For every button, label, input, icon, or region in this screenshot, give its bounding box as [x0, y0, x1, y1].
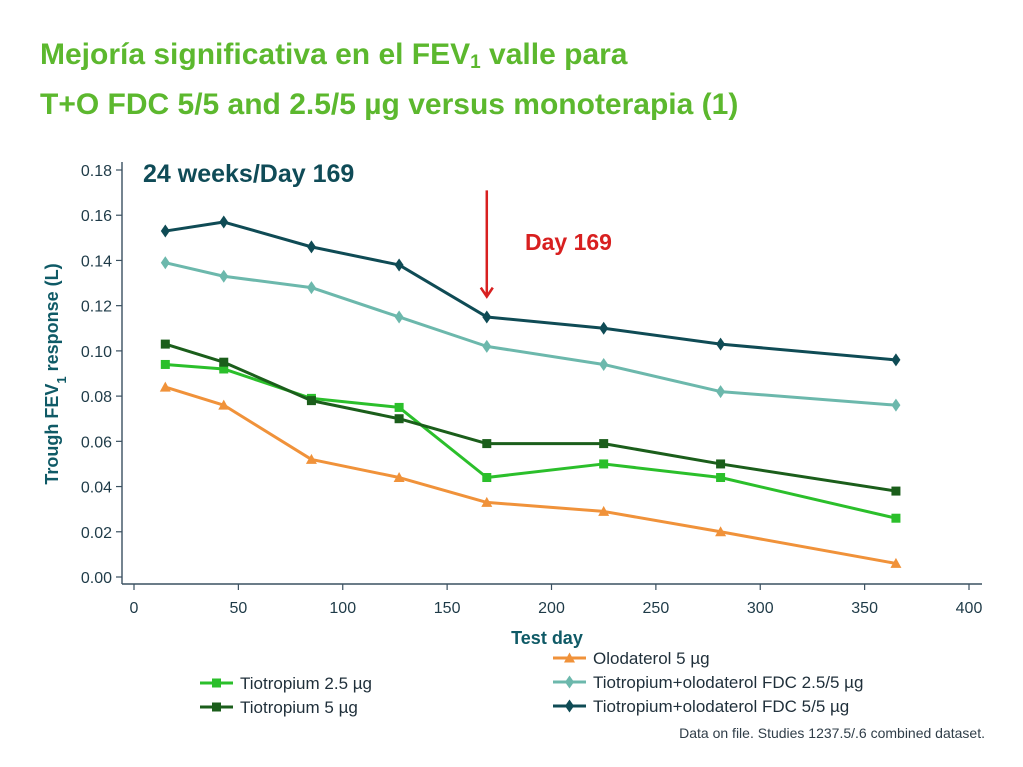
- x-tick-label: 350: [851, 600, 878, 617]
- y-axis-title: Trough FEV1 response (L): [42, 263, 69, 484]
- x-tick-label: 200: [538, 600, 565, 617]
- data-point: [160, 339, 170, 349]
- data-point: [598, 505, 610, 516]
- series-1: [160, 256, 901, 412]
- data-point: [394, 258, 404, 272]
- data-point: [482, 339, 492, 353]
- data-point: [599, 357, 609, 371]
- series-line: [165, 220, 897, 362]
- data-point: [482, 439, 492, 449]
- day-169-annotation: Day 169: [525, 229, 612, 255]
- data-point: [716, 459, 726, 469]
- legend-item: Tiotropium 5 µg: [200, 698, 358, 717]
- annotation-arrow: [479, 190, 494, 299]
- data-point: [306, 396, 316, 406]
- data-point: [306, 281, 316, 295]
- data-point: [306, 240, 316, 254]
- data-point: [219, 269, 229, 283]
- data-point: [160, 256, 170, 270]
- x-tick-label: 50: [229, 600, 247, 617]
- series-line: [165, 362, 897, 520]
- y-tick-label: 0.16: [81, 208, 112, 225]
- data-point: [890, 557, 902, 568]
- legend-marker: [212, 678, 221, 688]
- legend-item: Olodaterol 5 µg: [553, 649, 710, 668]
- data-point: [716, 385, 726, 399]
- y-tick-label: 0.18: [81, 163, 112, 180]
- y-tick-label: 0.10: [81, 344, 112, 361]
- x-tick-label: 0: [130, 600, 139, 617]
- x-tick-label: 250: [643, 600, 670, 617]
- chart-axes: 0.00 0.02 0.04 0.06 0.08 0.10 0.12 0.14 0.16 0.18…: [81, 162, 983, 617]
- data-point: [219, 215, 229, 229]
- legend-marker: [565, 675, 574, 689]
- footnote: Data on file. Studies 1237.5/.6 combined…: [679, 725, 985, 741]
- legend-label: Tiotropium+olodaterol FDC 5/5 µg: [593, 697, 849, 716]
- y-tick-label: 0.00: [81, 570, 112, 587]
- series-line: [164, 385, 897, 565]
- y-tick-label: 0.14: [81, 253, 112, 270]
- data-point: [394, 414, 404, 424]
- data-point: [219, 364, 229, 374]
- page-title: Mejoría significativa en el FEV1 valle p…: [40, 38, 739, 121]
- legend-marker: [212, 702, 221, 712]
- data-point: [219, 357, 229, 367]
- arrow-head: [479, 286, 494, 299]
- data-point: [891, 513, 901, 523]
- data-point: [599, 321, 609, 335]
- data-point: [599, 439, 609, 449]
- y-tick-label: 0.02: [81, 525, 112, 542]
- legend-label: Olodaterol 5 µg: [593, 649, 710, 668]
- data-point: [891, 353, 901, 367]
- y-tick-label: 0.06: [81, 434, 112, 451]
- data-point: [482, 473, 492, 483]
- y-tick-label: 0.12: [81, 299, 112, 316]
- legend-label: Tiotropium 5 µg: [240, 698, 358, 717]
- x-tick-label: 300: [747, 600, 774, 617]
- data-point: [394, 310, 404, 324]
- legend-marker: [564, 652, 575, 663]
- legend-marker: [565, 699, 574, 713]
- data-point: [159, 381, 171, 392]
- data-point: [305, 453, 317, 464]
- legend-label: Tiotropium 2.5 µg: [240, 674, 372, 693]
- legend-item: Tiotropium+olodaterol FDC 2.5/5 µg: [553, 673, 863, 692]
- series-2: [160, 215, 901, 367]
- series-line: [164, 261, 897, 407]
- legend-item: Tiotropium 2.5 µg: [200, 674, 372, 693]
- legend-label: Tiotropium+olodaterol FDC 2.5/5 µg: [593, 673, 863, 692]
- data-point: [599, 459, 609, 469]
- data-point: [716, 337, 726, 351]
- data-point: [715, 526, 727, 537]
- data-point: [160, 224, 170, 238]
- data-point: [482, 310, 492, 324]
- data-point: [891, 486, 901, 496]
- legend-item: Tiotropium+olodaterol FDC 5/5 µg: [553, 697, 849, 716]
- data-point: [160, 359, 170, 369]
- data-point: [891, 398, 901, 412]
- data-point: [394, 402, 404, 412]
- chart-series: [159, 215, 902, 568]
- data-point: [481, 496, 493, 507]
- x-tick-label: 100: [329, 600, 356, 617]
- data-point: [716, 473, 726, 483]
- series-line: [164, 342, 897, 493]
- y-tick-label: 0.08: [81, 389, 112, 406]
- series-4: [160, 339, 901, 496]
- chart-subtitle: 24 weeks/Day 169: [143, 160, 354, 188]
- x-tick-label: 400: [956, 600, 983, 617]
- y-tick-label: 0.04: [81, 480, 112, 497]
- x-tick-label: 150: [434, 600, 461, 617]
- chart-legend: Tiotropium 2.5 µg Tiotropium 5 µg Olodater…: [200, 649, 863, 717]
- x-axis-title: Test day: [511, 628, 583, 648]
- data-point: [393, 472, 405, 483]
- data-point: [218, 399, 230, 410]
- series-0: [159, 381, 902, 568]
